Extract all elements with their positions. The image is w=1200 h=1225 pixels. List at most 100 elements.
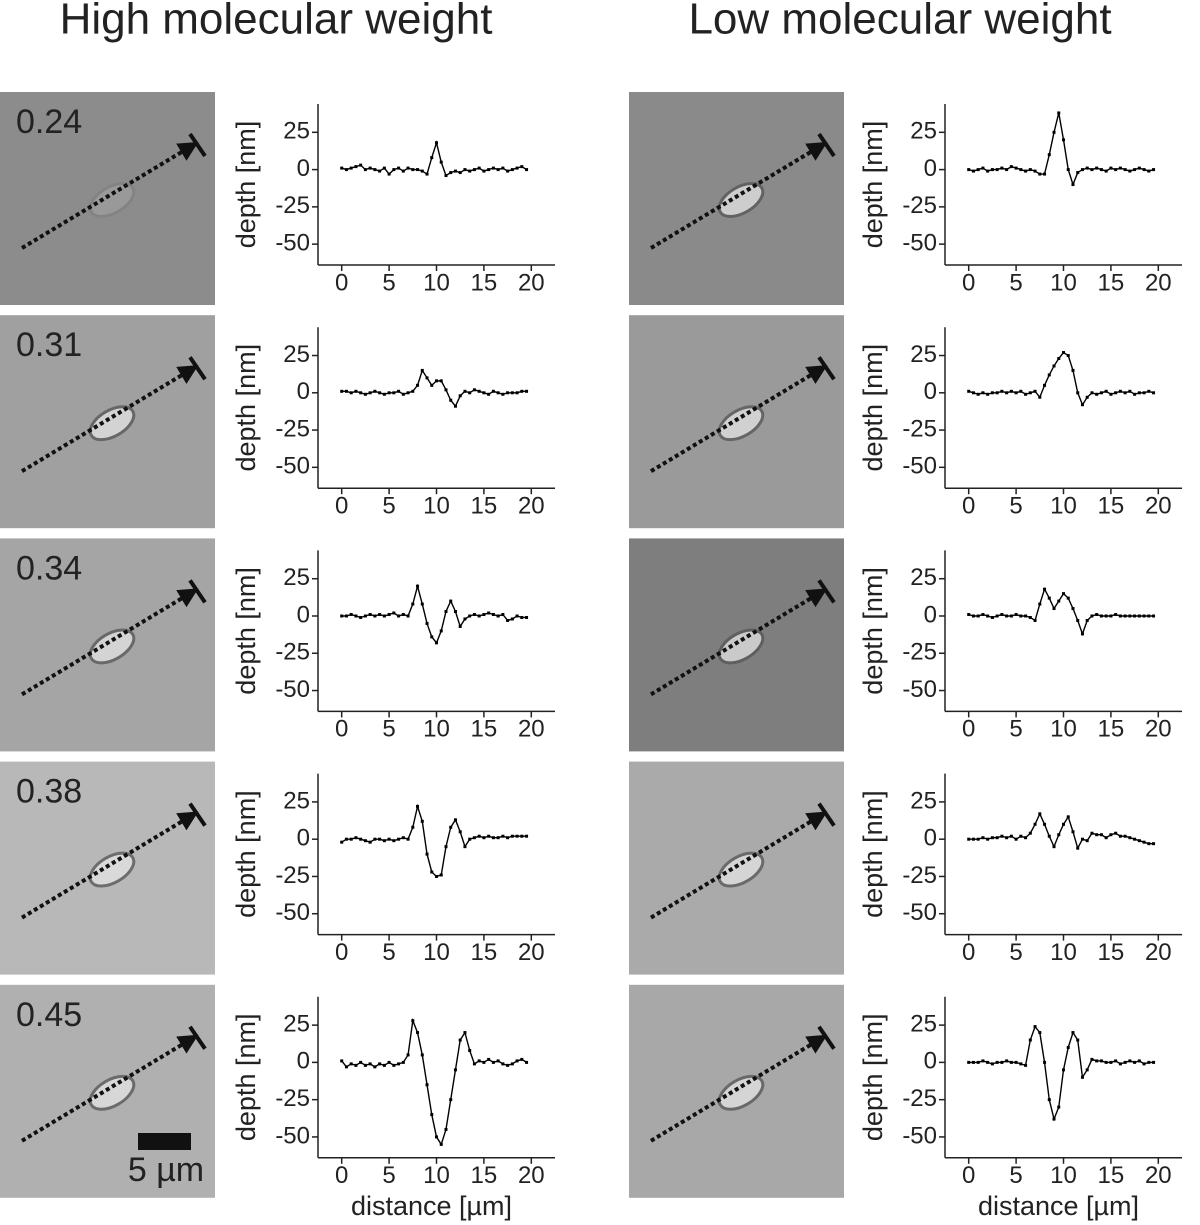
x-tick-label: 5	[1009, 939, 1022, 966]
data-point	[1128, 614, 1132, 618]
x-tick-label: 5	[1009, 493, 1022, 520]
profile-arrow	[649, 141, 828, 250]
data-point	[1024, 614, 1028, 618]
y-tick-label: 25	[910, 341, 937, 368]
x-tick-label: 5	[382, 269, 395, 296]
data-point	[416, 383, 420, 387]
data-point	[1052, 607, 1056, 611]
arrow-cap	[817, 132, 836, 158]
data-point	[359, 615, 363, 619]
y-tick-label: -50	[275, 899, 310, 926]
data-point	[444, 610, 448, 614]
data-point	[477, 614, 481, 618]
data-point	[425, 172, 429, 176]
data-point	[1033, 389, 1037, 393]
data-point	[406, 391, 410, 395]
y-tick-label: -25	[275, 862, 310, 889]
data-point	[420, 368, 424, 372]
data-point	[1133, 837, 1137, 841]
data-point	[1147, 842, 1151, 846]
data-point	[995, 168, 999, 172]
y-tick-label: 25	[283, 787, 310, 814]
x-tick-label: 15	[471, 716, 498, 743]
data-point	[1080, 403, 1084, 407]
data-point	[1033, 822, 1037, 826]
x-tick-label: 5	[1009, 716, 1022, 743]
data-point	[373, 614, 377, 618]
data-point	[1133, 1060, 1137, 1064]
y-tick-label: 0	[297, 601, 310, 628]
data-point	[1147, 389, 1151, 393]
data-point	[1137, 839, 1141, 843]
data-point	[392, 839, 396, 843]
data-point	[1142, 840, 1146, 844]
data-point	[340, 389, 344, 393]
x-tick-label: 10	[423, 716, 450, 743]
data-point	[392, 168, 396, 172]
x-tick-label: 10	[1050, 269, 1077, 296]
data-point	[501, 1062, 505, 1066]
data-point	[1085, 1068, 1089, 1072]
x-tick-label: 10	[423, 493, 450, 520]
data-point	[401, 613, 405, 617]
data-point	[463, 845, 467, 849]
data-point	[363, 392, 367, 396]
data-point	[439, 379, 443, 383]
y-tick-label: 25	[283, 564, 310, 591]
data-point	[971, 391, 975, 395]
y-tick-label: -50	[275, 676, 310, 703]
data-point	[1137, 166, 1141, 170]
y-axis-label: depth [nm]	[231, 790, 261, 918]
data-point	[354, 614, 358, 618]
data-point	[449, 1098, 453, 1102]
data-point	[354, 165, 358, 169]
data-point	[340, 614, 344, 618]
data-point	[468, 391, 472, 395]
data-point	[491, 166, 495, 170]
y-tick-label: -25	[902, 639, 937, 666]
data-point	[425, 1083, 429, 1087]
data-point	[525, 615, 529, 619]
x-tick-label: 5	[382, 716, 395, 743]
y-tick-label: 0	[924, 825, 937, 852]
data-point	[1128, 169, 1132, 173]
data-point	[496, 836, 500, 840]
data-point	[971, 1060, 975, 1064]
data-point	[468, 1048, 472, 1052]
profile-arrow	[20, 1034, 199, 1143]
data-point	[1066, 168, 1070, 172]
micrograph	[629, 315, 844, 529]
data-point	[363, 839, 367, 843]
data-point	[1028, 831, 1032, 835]
profile-arrow	[649, 1034, 828, 1143]
data-point	[510, 168, 514, 172]
x-tick-label: 15	[1098, 1162, 1125, 1189]
micrograph	[629, 538, 844, 752]
micrograph: 0.45	[0, 984, 215, 1198]
feature	[717, 1074, 765, 1111]
y-tick-label: 0	[297, 155, 310, 182]
data-point	[1047, 596, 1051, 600]
data-point	[1114, 168, 1118, 172]
data-point	[1133, 392, 1137, 396]
data-point	[344, 389, 348, 393]
x-tick-label: 20	[518, 1162, 545, 1189]
data-point	[981, 613, 985, 617]
profile-line	[341, 368, 527, 408]
profile-arrow	[649, 365, 828, 473]
data-point	[482, 836, 486, 840]
data-point	[482, 169, 486, 173]
data-point	[1057, 1105, 1061, 1109]
arrow-cap	[817, 1025, 836, 1050]
data-point	[387, 613, 391, 617]
data-point	[1147, 1060, 1151, 1064]
data-point	[1142, 1062, 1146, 1066]
data-point	[349, 166, 353, 170]
data-point	[510, 1062, 514, 1066]
profile-arrow	[20, 365, 199, 473]
data-point	[425, 376, 429, 380]
data-point	[1142, 391, 1146, 395]
y-axis-label: depth [nm]	[231, 567, 261, 695]
data-point	[1066, 1045, 1070, 1049]
y-axis-label: depth [nm]	[858, 790, 888, 918]
